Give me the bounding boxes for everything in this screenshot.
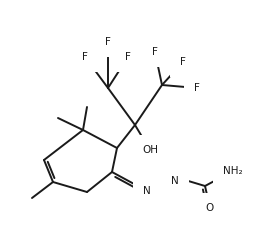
Text: F: F [82, 52, 88, 62]
Text: O: O [206, 203, 214, 213]
Text: NH₂: NH₂ [223, 166, 243, 176]
Text: H: H [171, 166, 179, 176]
Text: OH: OH [142, 145, 158, 155]
Text: F: F [125, 52, 131, 62]
Text: F: F [105, 37, 111, 47]
Text: N: N [143, 186, 151, 196]
Text: F: F [194, 83, 200, 93]
Text: F: F [152, 47, 158, 57]
Text: F: F [180, 57, 186, 67]
Text: N: N [171, 176, 179, 186]
